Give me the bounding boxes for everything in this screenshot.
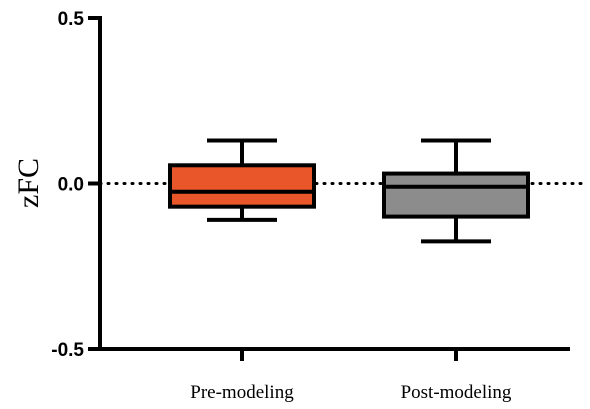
y-tick-label: 0.0 — [58, 175, 84, 196]
y-axis-title: zFC — [12, 158, 45, 208]
x-tick-label: Pre-modeling — [190, 382, 294, 403]
box-iqr — [168, 163, 316, 209]
y-tick-label: 0.5 — [58, 9, 85, 30]
y-tick-label: -0.5 — [51, 340, 84, 361]
x-tick-label: Post-modeling — [401, 382, 512, 403]
plot-area: -0.5 0.0 0.5 Pre-modeling Post-modeling — [51, 9, 590, 403]
box-iqr — [382, 171, 530, 219]
